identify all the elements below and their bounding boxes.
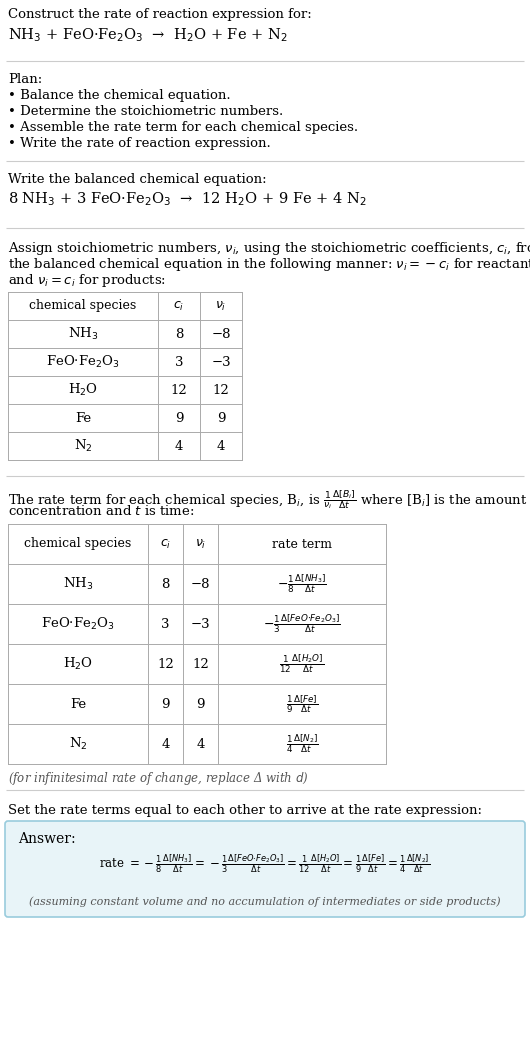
Text: Fe: Fe xyxy=(75,411,91,425)
Text: 9: 9 xyxy=(217,411,225,425)
Text: FeO·Fe$_2$O$_3$: FeO·Fe$_2$O$_3$ xyxy=(46,354,120,370)
Text: chemical species: chemical species xyxy=(24,538,131,550)
Text: $\nu_i$: $\nu_i$ xyxy=(215,299,227,313)
Text: $\frac{1}{12}\frac{\Delta[H_2O]}{\Delta t}$: $\frac{1}{12}\frac{\Delta[H_2O]}{\Delta … xyxy=(279,653,324,676)
Text: Set the rate terms equal to each other to arrive at the rate expression:: Set the rate terms equal to each other t… xyxy=(8,804,482,817)
Text: (assuming constant volume and no accumulation of intermediates or side products): (assuming constant volume and no accumul… xyxy=(29,896,501,907)
Text: 3: 3 xyxy=(161,617,170,631)
Text: 9: 9 xyxy=(161,698,170,710)
Text: 4: 4 xyxy=(175,439,183,453)
Text: 12: 12 xyxy=(192,658,209,670)
Text: $\frac{1}{9}\frac{\Delta[Fe]}{\Delta t}$: $\frac{1}{9}\frac{\Delta[Fe]}{\Delta t}$ xyxy=(286,693,318,715)
Text: The rate term for each chemical species, B$_i$, is $\frac{1}{\nu_i}\frac{\Delta[: The rate term for each chemical species,… xyxy=(8,488,527,510)
Text: 12: 12 xyxy=(213,384,229,396)
Text: H$_2$O: H$_2$O xyxy=(68,382,98,399)
Text: 12: 12 xyxy=(157,658,174,670)
Text: concentration and $t$ is time:: concentration and $t$ is time: xyxy=(8,504,195,518)
Text: −3: −3 xyxy=(211,356,231,368)
Text: and $\nu_i = c_i$ for products:: and $\nu_i = c_i$ for products: xyxy=(8,272,166,289)
Text: 4: 4 xyxy=(161,737,170,750)
Text: 4: 4 xyxy=(196,737,205,750)
Text: H$_2$O: H$_2$O xyxy=(63,656,93,672)
Text: $\frac{1}{4}\frac{\Delta[N_2]}{\Delta t}$: $\frac{1}{4}\frac{\Delta[N_2]}{\Delta t}… xyxy=(286,732,319,755)
Text: 9: 9 xyxy=(196,698,205,710)
Text: • Write the rate of reaction expression.: • Write the rate of reaction expression. xyxy=(8,137,271,150)
Text: $c_i$: $c_i$ xyxy=(173,299,184,313)
Text: Fe: Fe xyxy=(70,698,86,710)
Text: $\nu_i$: $\nu_i$ xyxy=(195,538,206,550)
Text: 3: 3 xyxy=(175,356,183,368)
Text: −8: −8 xyxy=(191,577,210,591)
Text: N$_2$: N$_2$ xyxy=(74,438,92,454)
Text: rate term: rate term xyxy=(272,538,332,550)
Text: 8 NH$_3$ + 3 FeO·Fe$_2$O$_3$  →  12 H$_2$O + 9 Fe + 4 N$_2$: 8 NH$_3$ + 3 FeO·Fe$_2$O$_3$ → 12 H$_2$O… xyxy=(8,190,367,208)
Text: (for infinitesimal rate of change, replace Δ with $d$): (for infinitesimal rate of change, repla… xyxy=(8,770,309,787)
FancyBboxPatch shape xyxy=(5,821,525,917)
Text: NH$_3$ + FeO·Fe$_2$O$_3$  →  H$_2$O + Fe + N$_2$: NH$_3$ + FeO·Fe$_2$O$_3$ → H$_2$O + Fe +… xyxy=(8,26,288,44)
Text: 4: 4 xyxy=(217,439,225,453)
Text: −3: −3 xyxy=(191,617,210,631)
Text: 8: 8 xyxy=(175,327,183,341)
Text: $c_i$: $c_i$ xyxy=(160,538,171,550)
Text: chemical species: chemical species xyxy=(29,299,137,313)
Text: Write the balanced chemical equation:: Write the balanced chemical equation: xyxy=(8,173,267,186)
Text: NH$_3$: NH$_3$ xyxy=(68,326,98,342)
Text: NH$_3$: NH$_3$ xyxy=(63,576,93,592)
Text: Construct the rate of reaction expression for:: Construct the rate of reaction expressio… xyxy=(8,8,312,21)
Text: • Determine the stoichiometric numbers.: • Determine the stoichiometric numbers. xyxy=(8,105,283,118)
Text: $-\frac{1}{8}\frac{\Delta[NH_3]}{\Delta t}$: $-\frac{1}{8}\frac{\Delta[NH_3]}{\Delta … xyxy=(277,572,327,595)
Text: 8: 8 xyxy=(161,577,170,591)
Text: Assign stoichiometric numbers, $\nu_i$, using the stoichiometric coefficients, $: Assign stoichiometric numbers, $\nu_i$, … xyxy=(8,240,530,257)
Text: FeO·Fe$_2$O$_3$: FeO·Fe$_2$O$_3$ xyxy=(41,616,115,632)
Text: −8: −8 xyxy=(211,327,231,341)
Text: 12: 12 xyxy=(171,384,188,396)
Text: rate $= -\frac{1}{8}\frac{\Delta[NH_3]}{\Delta t} = -\frac{1}{3}\frac{\Delta[FeO: rate $= -\frac{1}{8}\frac{\Delta[NH_3]}{… xyxy=(100,852,430,876)
Text: the balanced chemical equation in the following manner: $\nu_i = -c_i$ for react: the balanced chemical equation in the fo… xyxy=(8,256,530,273)
Text: 9: 9 xyxy=(175,411,183,425)
Text: • Balance the chemical equation.: • Balance the chemical equation. xyxy=(8,89,231,103)
Text: $-\frac{1}{3}\frac{\Delta[FeO{\cdot}Fe_2O_3]}{\Delta t}$: $-\frac{1}{3}\frac{\Delta[FeO{\cdot}Fe_2… xyxy=(263,613,341,635)
Text: Plan:: Plan: xyxy=(8,73,42,86)
Text: Answer:: Answer: xyxy=(18,832,76,846)
Text: • Assemble the rate term for each chemical species.: • Assemble the rate term for each chemic… xyxy=(8,121,358,134)
Text: N$_2$: N$_2$ xyxy=(69,736,87,752)
